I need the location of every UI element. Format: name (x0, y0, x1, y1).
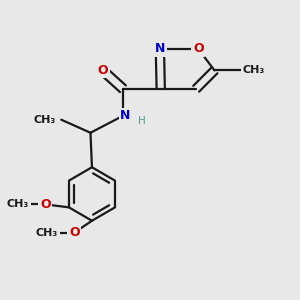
Text: O: O (40, 198, 51, 211)
Text: O: O (97, 64, 108, 77)
Text: N: N (155, 42, 165, 56)
Text: N: N (120, 109, 130, 122)
Text: CH₃: CH₃ (7, 200, 29, 209)
Text: O: O (69, 226, 80, 239)
Text: O: O (193, 42, 204, 56)
Text: CH₃: CH₃ (33, 115, 56, 125)
Text: H: H (138, 116, 146, 126)
Text: CH₃: CH₃ (36, 228, 58, 238)
Text: CH₃: CH₃ (242, 65, 265, 75)
